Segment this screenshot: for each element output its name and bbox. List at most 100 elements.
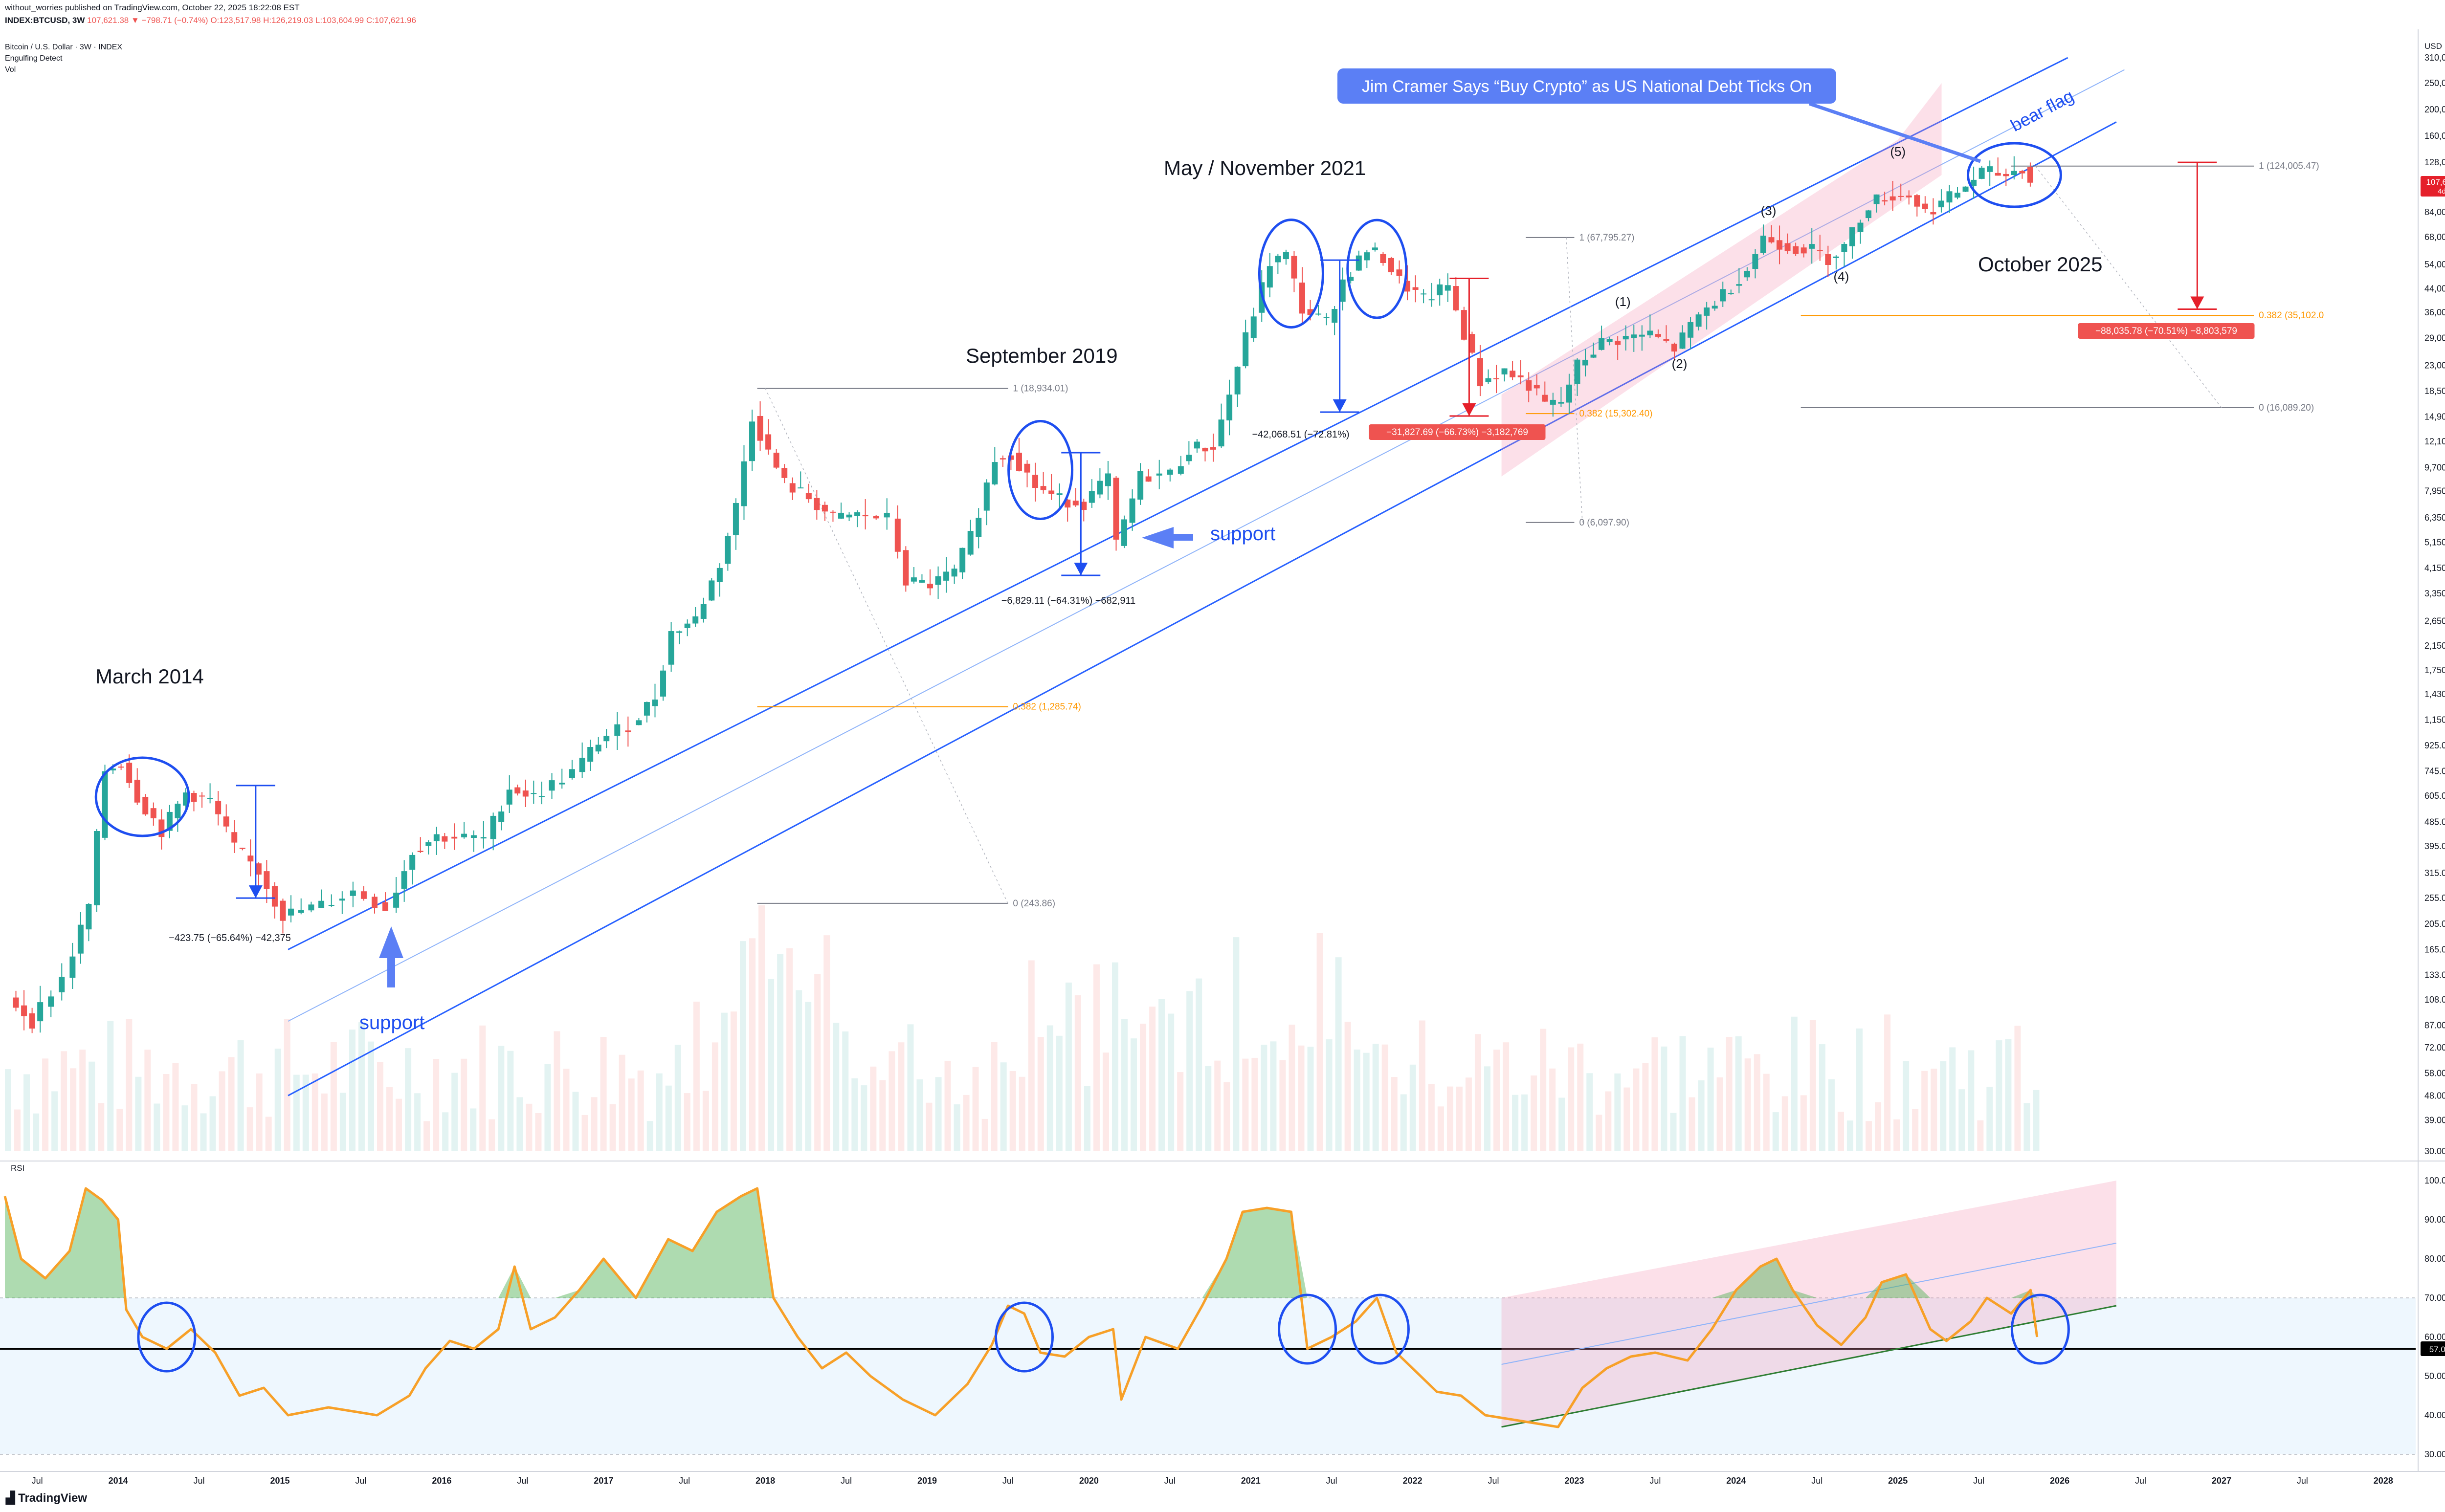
candle-up [1186,455,1192,461]
volume-bar [609,1104,616,1151]
fib-2025-diagonal [2035,166,2222,408]
circle-october-2025[interactable] [1966,142,2062,208]
candle-up [110,768,116,770]
headline-callout[interactable] [1337,68,1836,104]
volume-bar [1549,1068,1556,1151]
rsi-circle[interactable] [137,1301,197,1373]
circle-november-2021[interactable] [1346,219,1408,319]
rsi-circle[interactable] [1350,1293,1410,1365]
time-tick-label: Jul [841,1476,852,1486]
time-tick-label: Jul [1002,1476,1014,1486]
price-tick-label: 200,000.00 [2424,105,2445,114]
candle-up [1971,179,1977,186]
candle-down [2019,171,2025,174]
candle-up [668,631,674,665]
rsi-circle[interactable] [1278,1293,1337,1365]
volume-bar [1856,1028,1863,1151]
volume-bar [758,905,765,1151]
candle-down [1065,499,1071,508]
volume-bar [89,1061,95,1151]
candle-down [814,498,820,510]
candle-up [1137,471,1144,500]
volume-bar [1996,1040,2002,1151]
volume-bar [1661,1046,1667,1151]
time-tick-label: 2025 [1888,1476,1908,1486]
headline-pointer [1808,102,1981,163]
time-tick-label: Jul [32,1476,43,1486]
volume-bar [1651,1037,1658,1151]
volume-bar [200,1113,207,1151]
volume-bar [2014,1026,2021,1151]
volume-bar [1261,1045,1267,1151]
candle-up [967,531,974,555]
circle-may-2021[interactable] [1258,219,1324,329]
volume-bar [126,1019,133,1151]
last-price-badge[interactable] [2421,176,2445,197]
time-tick-label: Jul [1649,1476,1661,1486]
channel-lower-line[interactable] [288,121,2117,1096]
volume-bar [2005,1039,2012,1151]
volume-bar [1251,1057,1258,1151]
circle-march-2014[interactable] [94,756,190,837]
volume-bar [191,1084,198,1151]
rsi-circle[interactable] [994,1301,1054,1373]
volume-bar [1912,1109,1919,1151]
candle-up [498,811,505,822]
candle-down [757,416,763,441]
candle-down [1477,358,1483,387]
price-tick-label: 18,500.00 [2424,386,2445,396]
price-tick-label: 1,150.00 [2424,715,2445,725]
candle-down [360,891,367,899]
indicator-vol[interactable]: Vol [5,66,16,74]
candle-down [822,504,828,512]
candle-down [1995,173,2001,176]
volume-bar [581,1115,588,1151]
measure-2021b-label: −31,827.69 (−66.73%) −3,182,769 [1386,427,1528,438]
support-arrow-1-shaft [387,956,395,987]
volume-bar [507,1051,514,1151]
price-tick-label: 395.00 [2424,841,2445,851]
candle-down [264,871,270,889]
candle-down [1510,371,1516,377]
price-tick-label: 133.00 [2424,970,2445,980]
channel-mid-line[interactable] [288,69,2125,1022]
channel-upper-line[interactable] [288,57,2068,950]
volume-bar [1568,1047,1575,1151]
candle-up [1485,378,1491,382]
candle-up [506,789,512,805]
rsi-line[interactable] [3,1187,2039,1428]
volume-bar [181,1105,188,1151]
indicator-engulfing[interactable]: Engulfing Detect [5,54,63,63]
volume-bar [1456,1086,1463,1151]
volume-bar [1512,1095,1519,1151]
candle-down [1817,250,1823,251]
volume-bar [674,1045,681,1151]
candle-down [1202,447,1208,452]
rsi-channel-support[interactable] [1501,1305,2117,1428]
symbol[interactable]: INDEX:BTCUSD, 3W [5,16,85,25]
candle-up [983,482,990,511]
time-tick-label: Jul [679,1476,690,1486]
volume-bar [600,1037,607,1151]
rsi-circle[interactable] [2010,1293,2070,1365]
support-arrow-2-shaft [1171,534,1193,541]
time-tick-label: 2019 [917,1476,937,1486]
candle-up [579,758,585,772]
volume-bar [730,1011,737,1151]
time-tick-label: Jul [194,1476,205,1486]
candle-up [1348,277,1354,281]
volume-bar [1000,1062,1007,1151]
volume-bar [23,1074,30,1151]
volume-bar [1037,1037,1044,1151]
candle-up [339,898,345,901]
candle-down [1526,380,1532,391]
label-may-november-2021: May / November 2021 [1164,156,1366,179]
candle-up [1582,359,1589,366]
volume-bar [749,938,756,1151]
time-tick-label: 2018 [756,1476,775,1486]
volume-bar [796,990,802,1151]
circle-september-2019[interactable] [1007,419,1074,520]
candle-up [1550,399,1556,405]
time-tick-label: 2022 [1403,1476,1423,1486]
